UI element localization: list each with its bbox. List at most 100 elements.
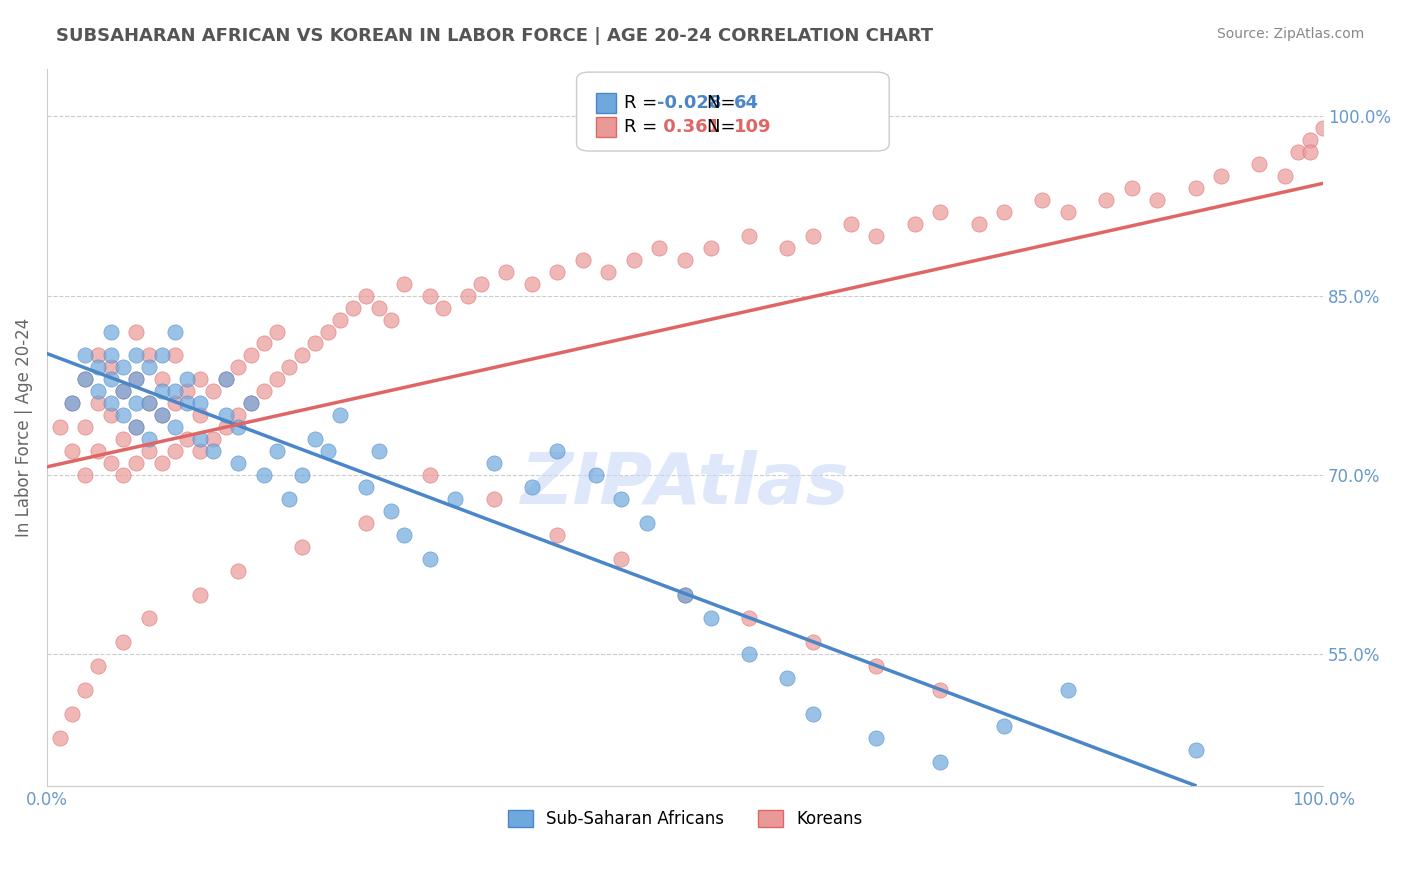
Point: [125, 372, 148, 386]
Point: [87, 384, 110, 399]
Point: [228, 456, 250, 470]
Point: [62, 396, 84, 410]
Point: [738, 648, 761, 662]
Point: [163, 384, 186, 399]
Point: [1184, 743, 1206, 757]
Point: [266, 372, 288, 386]
Point: [738, 228, 761, 243]
Point: [75, 467, 97, 482]
Point: [699, 241, 721, 255]
Point: [163, 325, 186, 339]
Point: [163, 396, 186, 410]
Point: [253, 336, 276, 351]
Point: [112, 467, 135, 482]
Point: [354, 480, 377, 494]
Point: [673, 587, 696, 601]
Text: 109: 109: [734, 119, 770, 136]
Point: [112, 384, 135, 399]
Point: [48, 731, 70, 745]
Point: [354, 516, 377, 530]
Point: [214, 372, 236, 386]
Point: [1031, 193, 1053, 207]
Text: N=: N=: [707, 94, 741, 112]
Text: -0.028: -0.028: [657, 94, 721, 112]
Point: [1057, 683, 1080, 698]
Point: [176, 384, 198, 399]
Point: [419, 288, 441, 302]
Point: [457, 288, 479, 302]
Point: [201, 444, 224, 458]
Point: [150, 456, 173, 470]
Point: [865, 659, 887, 673]
Text: 64: 64: [734, 94, 758, 112]
Point: [316, 444, 339, 458]
Point: [394, 277, 416, 291]
Point: [993, 205, 1015, 219]
Point: [419, 467, 441, 482]
Point: [100, 372, 122, 386]
Point: [266, 444, 288, 458]
Point: [150, 408, 173, 422]
Point: [546, 527, 568, 541]
Point: [367, 444, 389, 458]
Point: [482, 456, 505, 470]
Point: [112, 408, 135, 422]
Point: [138, 360, 160, 375]
Point: [380, 504, 402, 518]
Point: [648, 241, 671, 255]
Point: [87, 444, 110, 458]
Point: [150, 384, 173, 399]
Point: [150, 348, 173, 362]
Point: [967, 217, 990, 231]
Point: [1057, 205, 1080, 219]
Point: [1209, 169, 1232, 183]
Point: [125, 372, 148, 386]
Point: [62, 707, 84, 722]
Point: [929, 683, 952, 698]
Point: [329, 408, 352, 422]
Text: ZIPAtlas: ZIPAtlas: [520, 450, 849, 519]
Point: [291, 467, 314, 482]
Point: [801, 635, 824, 649]
Point: [112, 432, 135, 446]
Point: [610, 551, 633, 566]
Point: [100, 360, 122, 375]
Point: [112, 635, 135, 649]
Point: [585, 467, 607, 482]
Point: [163, 444, 186, 458]
Point: [150, 408, 173, 422]
Point: [1121, 181, 1143, 195]
Point: [253, 467, 276, 482]
Point: [125, 396, 148, 410]
Point: [1286, 145, 1309, 160]
Point: [163, 420, 186, 434]
Point: [329, 312, 352, 326]
Point: [610, 491, 633, 506]
Point: [1274, 169, 1296, 183]
Point: [214, 372, 236, 386]
Point: [240, 396, 263, 410]
Text: SUBSAHARAN AFRICAN VS KOREAN IN LABOR FORCE | AGE 20-24 CORRELATION CHART: SUBSAHARAN AFRICAN VS KOREAN IN LABOR FO…: [56, 27, 934, 45]
Point: [188, 432, 211, 446]
Text: Source: ZipAtlas.com: Source: ZipAtlas.com: [1216, 27, 1364, 41]
Point: [176, 432, 198, 446]
FancyBboxPatch shape: [576, 72, 889, 151]
Point: [1095, 193, 1118, 207]
Point: [266, 325, 288, 339]
Point: [546, 265, 568, 279]
Point: [75, 372, 97, 386]
Point: [214, 408, 236, 422]
Point: [188, 396, 211, 410]
Point: [572, 252, 595, 267]
Point: [304, 432, 326, 446]
Point: [367, 301, 389, 315]
Point: [87, 360, 110, 375]
Point: [699, 611, 721, 625]
Point: [48, 420, 70, 434]
Point: [776, 671, 799, 685]
Text: 0.361: 0.361: [657, 119, 720, 136]
Point: [929, 755, 952, 769]
Point: [176, 372, 198, 386]
Point: [138, 611, 160, 625]
Point: [520, 480, 543, 494]
